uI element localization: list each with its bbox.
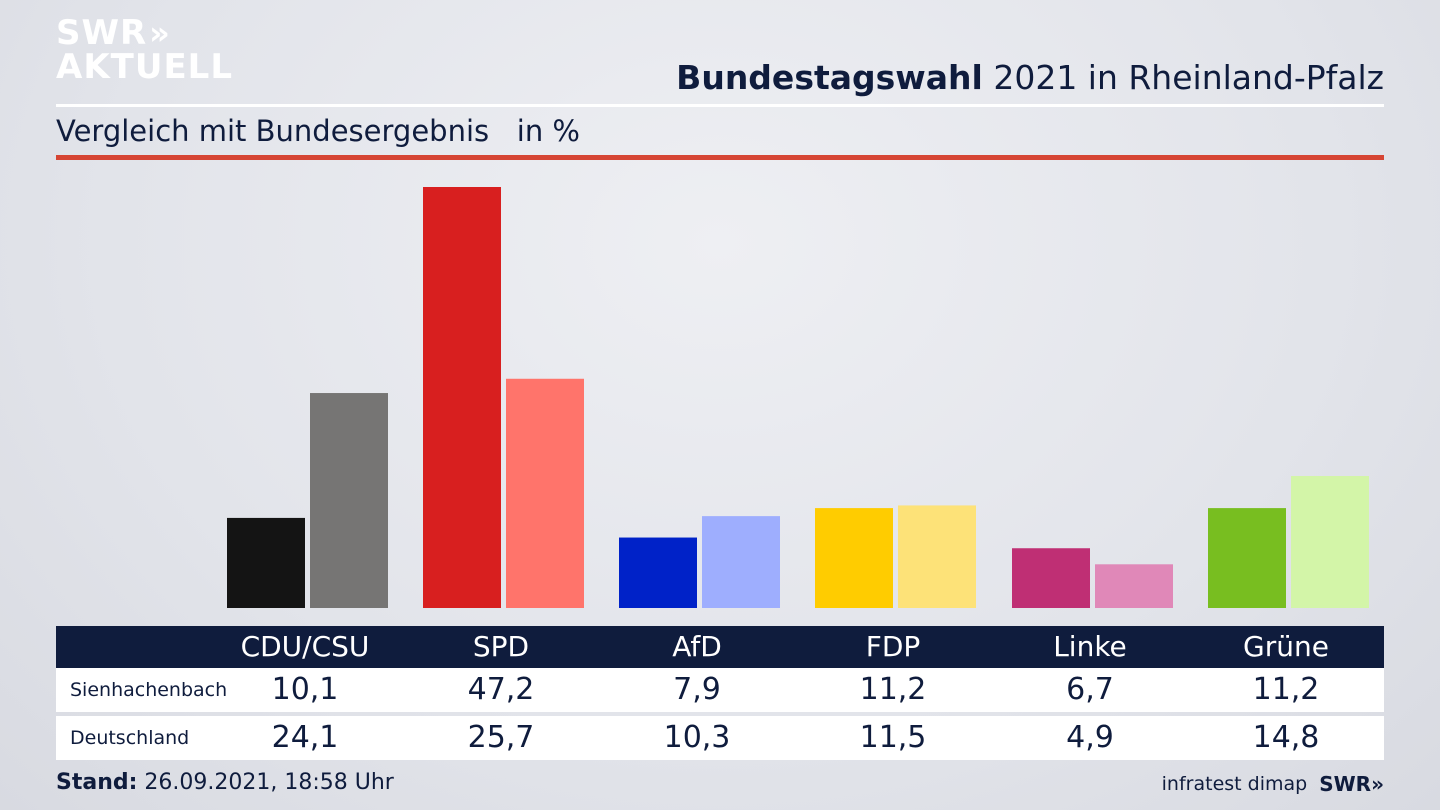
bar-cdu-csu-series1 — [227, 517, 305, 608]
row-label-local: Sienhachenbach — [70, 679, 228, 701]
subtitle-text: Vergleich mit Bundesergebnis — [56, 114, 490, 148]
stand-label: Stand: — [56, 770, 138, 795]
source-credit: infratest dimap SWR» — [1162, 772, 1384, 796]
stand-value: 26.09.2021, 18:58 Uhr — [144, 770, 394, 795]
bar-linke-series2 — [1095, 564, 1173, 608]
value-cell: 14,8 — [1252, 720, 1320, 755]
timestamp: Stand: 26.09.2021, 18:58 Uhr — [56, 770, 394, 795]
value-cell: 24,1 — [271, 720, 339, 755]
subtitle-divider — [56, 155, 1384, 160]
row-label-national: Deutschland — [70, 727, 190, 749]
header-divider — [56, 104, 1384, 107]
bar-fdp-series1 — [815, 508, 893, 608]
page-title: Bundestagswahl 2021 in Rheinland-Pfalz — [676, 58, 1384, 97]
swr-aktuell-logo: SWR» AKTUELL — [56, 16, 233, 84]
value-cell: 4,9 — [1066, 720, 1114, 755]
table-row-local: Sienhachenbach 10,1 47,2 7,9 11,2 6,7 11,2 — [56, 668, 1384, 712]
category-label: AfD — [672, 630, 722, 663]
value-cell: 10,3 — [663, 720, 731, 755]
bar-afd-series2 — [702, 516, 780, 608]
title-rest: 2021 in Rheinland-Pfalz — [993, 58, 1384, 97]
subtitle-unit: in % — [516, 114, 580, 148]
logo-line2: AKTUELL — [56, 47, 234, 87]
value-cell: 11,2 — [1252, 672, 1320, 707]
bar-spd-series1 — [423, 187, 501, 608]
category-label: SPD — [472, 630, 530, 663]
bar-linke-series1 — [1012, 548, 1090, 608]
value-cell: 6,7 — [1066, 672, 1114, 707]
title-bold: Bundestagswahl — [676, 58, 983, 97]
category-label: Linke — [1053, 630, 1127, 663]
bar-afd-series1 — [619, 537, 697, 608]
chart-subtitle: Vergleich mit Bundesergebnis in % — [56, 114, 580, 148]
bar-fdp-series2 — [898, 505, 976, 608]
value-cell: 10,1 — [271, 672, 339, 707]
logo-line1: SWR — [56, 13, 148, 53]
bar-chart — [227, 187, 1369, 608]
bar-cdu-csu-series2 — [310, 393, 388, 608]
category-label: FDP — [865, 630, 921, 663]
category-label: Grüne — [1243, 630, 1329, 663]
table-header: CDU/CSU SPD AfD FDP Linke Grüne — [56, 626, 1384, 668]
value-cell: 11,5 — [859, 720, 927, 755]
bar-spd-series2 — [506, 378, 584, 608]
source-text: infratest dimap — [1161, 773, 1308, 795]
category-label: CDU/CSU — [240, 630, 370, 663]
value-cell: 7,9 — [673, 672, 721, 707]
bar-gr-ne-series2 — [1291, 475, 1369, 608]
swr-footer-logo: SWR» — [1319, 772, 1384, 796]
value-cell: 25,7 — [467, 720, 535, 755]
bar-gr-ne-series1 — [1208, 508, 1286, 608]
table-row-national: Deutschland 24,1 25,7 10,3 11,5 4,9 14,8 — [56, 716, 1384, 760]
value-cell: 47,2 — [467, 672, 535, 707]
results-table: CDU/CSU SPD AfD FDP Linke Grüne Sienhachenbac… — [56, 626, 1384, 760]
value-cell: 11,2 — [859, 672, 927, 707]
